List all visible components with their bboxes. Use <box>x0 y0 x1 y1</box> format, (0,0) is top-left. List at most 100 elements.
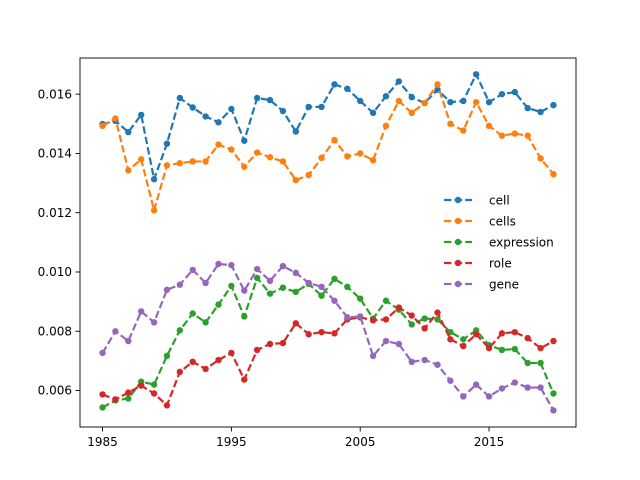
data-point-cells-2013 <box>460 127 467 134</box>
data-point-cell-2014 <box>472 71 480 78</box>
data-point-role-2000 <box>292 320 299 327</box>
data-point-cells-2019 <box>537 155 544 162</box>
x-tick-label: 2015 <box>474 435 505 449</box>
data-point-role-1996 <box>241 376 248 383</box>
series-cells <box>99 81 557 214</box>
legend-item-gene: gene <box>444 277 519 291</box>
data-point-role-2003 <box>331 330 338 337</box>
data-point-gene-2005 <box>357 313 364 320</box>
data-point-role-2018 <box>524 334 531 342</box>
data-point-cell-2003 <box>331 81 338 88</box>
data-point-expression-1985 <box>99 404 106 411</box>
series-gene <box>99 260 557 414</box>
data-point-cell-2017 <box>511 88 519 96</box>
data-point-gene-1998 <box>266 277 274 285</box>
data-point-gene-2009 <box>408 358 415 365</box>
data-point-expression-2020 <box>550 390 557 397</box>
data-point-cells-1991 <box>176 160 184 167</box>
data-point-expression-2005 <box>357 295 364 302</box>
data-point-gene-1991 <box>176 281 184 288</box>
data-point-cell-1998 <box>266 96 274 104</box>
data-point-role-1992 <box>189 358 196 365</box>
data-point-role-1987 <box>125 389 132 396</box>
data-point-cells-2008 <box>395 97 403 105</box>
data-point-gene-1995 <box>228 261 235 269</box>
data-point-cell-1989 <box>150 176 158 183</box>
data-point-cells-2017 <box>511 130 519 137</box>
data-point-gene-2007 <box>382 337 390 345</box>
data-point-role-1986 <box>112 396 119 403</box>
data-point-expression-2004 <box>344 283 351 291</box>
data-point-expression-2010 <box>421 315 428 322</box>
legend-marker-gene <box>454 280 462 288</box>
data-point-expression-1993 <box>202 319 209 326</box>
data-point-cells-1993 <box>202 158 209 165</box>
data-point-cell-2005 <box>357 97 364 105</box>
data-point-cells-2003 <box>331 136 338 144</box>
legend-label-role: role <box>489 256 512 270</box>
data-point-role-1999 <box>279 339 287 347</box>
x-tick-label: 1995 <box>216 435 247 449</box>
data-point-role-2016 <box>498 330 506 337</box>
y-tick-label: 0.006 <box>38 384 72 398</box>
data-point-cell-2001 <box>305 103 312 111</box>
legend: cell cells expression role gene <box>444 193 554 291</box>
data-point-cells-1986 <box>112 115 119 122</box>
data-point-gene-1996 <box>241 287 248 294</box>
data-point-role-1998 <box>266 340 274 348</box>
data-point-cells-1997 <box>253 149 261 156</box>
data-point-cell-2016 <box>498 90 506 98</box>
data-point-role-2013 <box>460 342 467 350</box>
data-point-cell-1990 <box>163 140 171 147</box>
data-point-cells-2012 <box>447 120 454 128</box>
plot-background <box>80 58 576 427</box>
legend-item-expression: expression <box>444 235 554 249</box>
legend-item-role: role <box>444 256 512 270</box>
data-point-role-1997 <box>253 346 261 354</box>
data-point-role-1994 <box>215 356 222 364</box>
data-point-role-2020 <box>550 337 557 345</box>
data-point-cells-1994 <box>215 141 222 148</box>
data-point-cells-1989 <box>150 207 158 214</box>
data-point-gene-2002 <box>318 283 325 291</box>
data-point-expression-2018 <box>524 359 531 367</box>
data-point-gene-1990 <box>163 286 171 293</box>
data-point-cell-2012 <box>447 98 454 106</box>
data-point-gene-2001 <box>305 279 312 287</box>
data-point-gene-2020 <box>550 407 557 414</box>
data-point-expression-1991 <box>176 327 184 334</box>
data-point-expression-1989 <box>150 381 158 388</box>
data-point-cell-2006 <box>369 109 377 117</box>
data-point-expression-2009 <box>408 321 415 328</box>
data-point-cells-2010 <box>421 99 428 107</box>
data-point-cell-1992 <box>189 104 196 111</box>
data-point-gene-1986 <box>112 328 119 335</box>
data-point-cell-1999 <box>279 107 287 115</box>
data-point-gene-1993 <box>202 279 209 287</box>
data-point-gene-1992 <box>189 266 196 274</box>
data-point-role-2012 <box>447 336 454 343</box>
data-point-cells-2020 <box>550 170 557 178</box>
data-point-expression-2017 <box>511 345 519 353</box>
data-point-gene-1997 <box>253 265 261 273</box>
data-point-expression-2016 <box>498 346 506 354</box>
data-point-expression-1994 <box>215 301 222 308</box>
data-point-cell-2019 <box>537 108 544 116</box>
data-point-gene-2000 <box>292 269 299 277</box>
data-point-role-1990 <box>163 402 171 409</box>
data-point-cell-2015 <box>485 98 493 106</box>
data-point-gene-1988 <box>137 308 145 315</box>
data-point-gene-2013 <box>460 393 467 400</box>
data-point-expression-1992 <box>189 310 196 317</box>
data-point-cells-1998 <box>266 154 274 161</box>
y-tick-label: 0.016 <box>38 87 72 101</box>
data-point-cell-1997 <box>253 94 261 102</box>
data-point-cell-2009 <box>408 93 415 101</box>
data-point-gene-1987 <box>125 337 132 345</box>
data-point-cells-1995 <box>228 146 235 153</box>
data-point-cells-2016 <box>498 132 506 139</box>
data-point-cell-1993 <box>202 113 209 120</box>
series-layer <box>99 71 557 414</box>
data-point-expression-2007 <box>382 297 390 304</box>
